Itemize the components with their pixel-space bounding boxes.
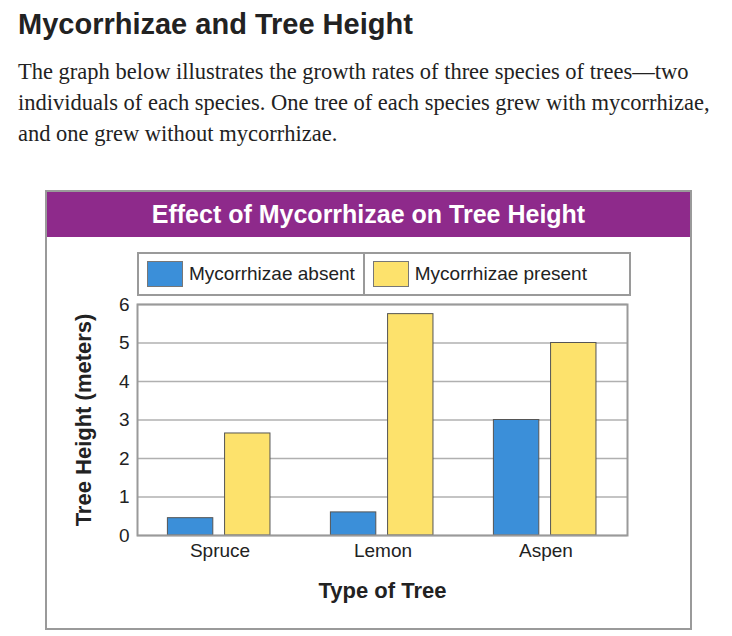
- svg-text:4: 4: [119, 371, 130, 392]
- html-text:Mycorrhizae absent: Mycorrhizae absent: [189, 263, 355, 284]
- svg-text:2: 2: [119, 448, 130, 469]
- svg-text:0: 0: [119, 525, 130, 546]
- html-text:Mycorrhizae and Tree Height: Mycorrhizae and Tree Height: [18, 8, 413, 40]
- svg-text:Tree Height (meters): Tree Height (meters): [71, 314, 96, 527]
- svg-text:5: 5: [119, 332, 130, 353]
- svg-text:Spruce: Spruce: [190, 540, 250, 561]
- svg-text:1: 1: [119, 486, 130, 507]
- svg-text:Lemon: Lemon: [354, 540, 412, 561]
- html-text:Effect of Mycorrhizae on Tree: Effect of Mycorrhizae on Tree Height: [151, 200, 586, 228]
- svg-text:3: 3: [119, 409, 130, 430]
- html-text:The graph below illustrates th: The graph below illustrates the growth r…: [18, 59, 710, 146]
- svg-text:6: 6: [119, 296, 130, 315]
- svg-text:Aspen: Aspen: [519, 540, 573, 561]
- html-text:Mycorrhizae present: Mycorrhizae present: [414, 263, 587, 284]
- svg-text:Type of Tree: Type of Tree: [319, 578, 447, 603]
